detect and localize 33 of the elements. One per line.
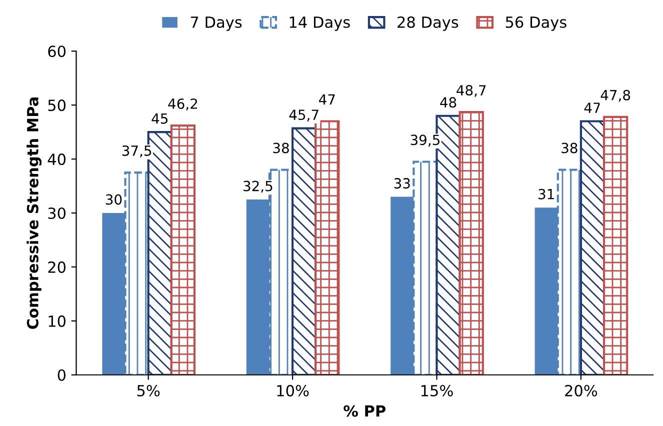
x-axis-title: % PP — [344, 405, 386, 417]
data-label: 31 — [538, 188, 554, 200]
y-tick-label: 60 — [48, 46, 66, 58]
legend-label: 56 Days — [506, 16, 566, 31]
y-axis-title: Compressive Strength MPa — [26, 98, 42, 329]
data-label: 38 — [562, 142, 578, 154]
data-label: 46,2 — [168, 98, 198, 110]
data-label: 47,8 — [600, 90, 630, 102]
data-label: 38 — [273, 142, 289, 154]
x-tick-label: 15% — [421, 384, 453, 396]
y-tick-label: 10 — [48, 315, 66, 327]
y-tick-label: 0 — [58, 369, 66, 381]
data-label: 37,5 — [122, 145, 152, 158]
legend-label: 7 Days — [190, 16, 242, 31]
data-label: 33 — [394, 178, 410, 189]
y-tick-label: 20 — [48, 261, 66, 273]
x-tick-label: 10% — [277, 384, 309, 396]
data-label: 32,5 — [244, 180, 272, 193]
y-tick-label: 50 — [48, 100, 66, 112]
data-label: 47 — [584, 102, 600, 113]
y-tick-label: 30 — [48, 207, 66, 220]
y-tick-label: 40 — [48, 154, 66, 166]
legend-label: 14 Days — [290, 16, 350, 31]
x-tick-label: 5% — [137, 384, 160, 396]
data-label: 48 — [440, 97, 456, 108]
data-label: 30 — [106, 194, 122, 205]
data-label: 47 — [319, 94, 335, 104]
legend-label: 28 Days — [398, 16, 458, 31]
data-label: 48,7 — [456, 85, 486, 97]
data-label: 45,7 — [289, 110, 318, 122]
data-label: 45 — [152, 113, 168, 124]
x-tick-label: 20% — [565, 384, 598, 396]
data-label: 39,5 — [410, 134, 440, 147]
